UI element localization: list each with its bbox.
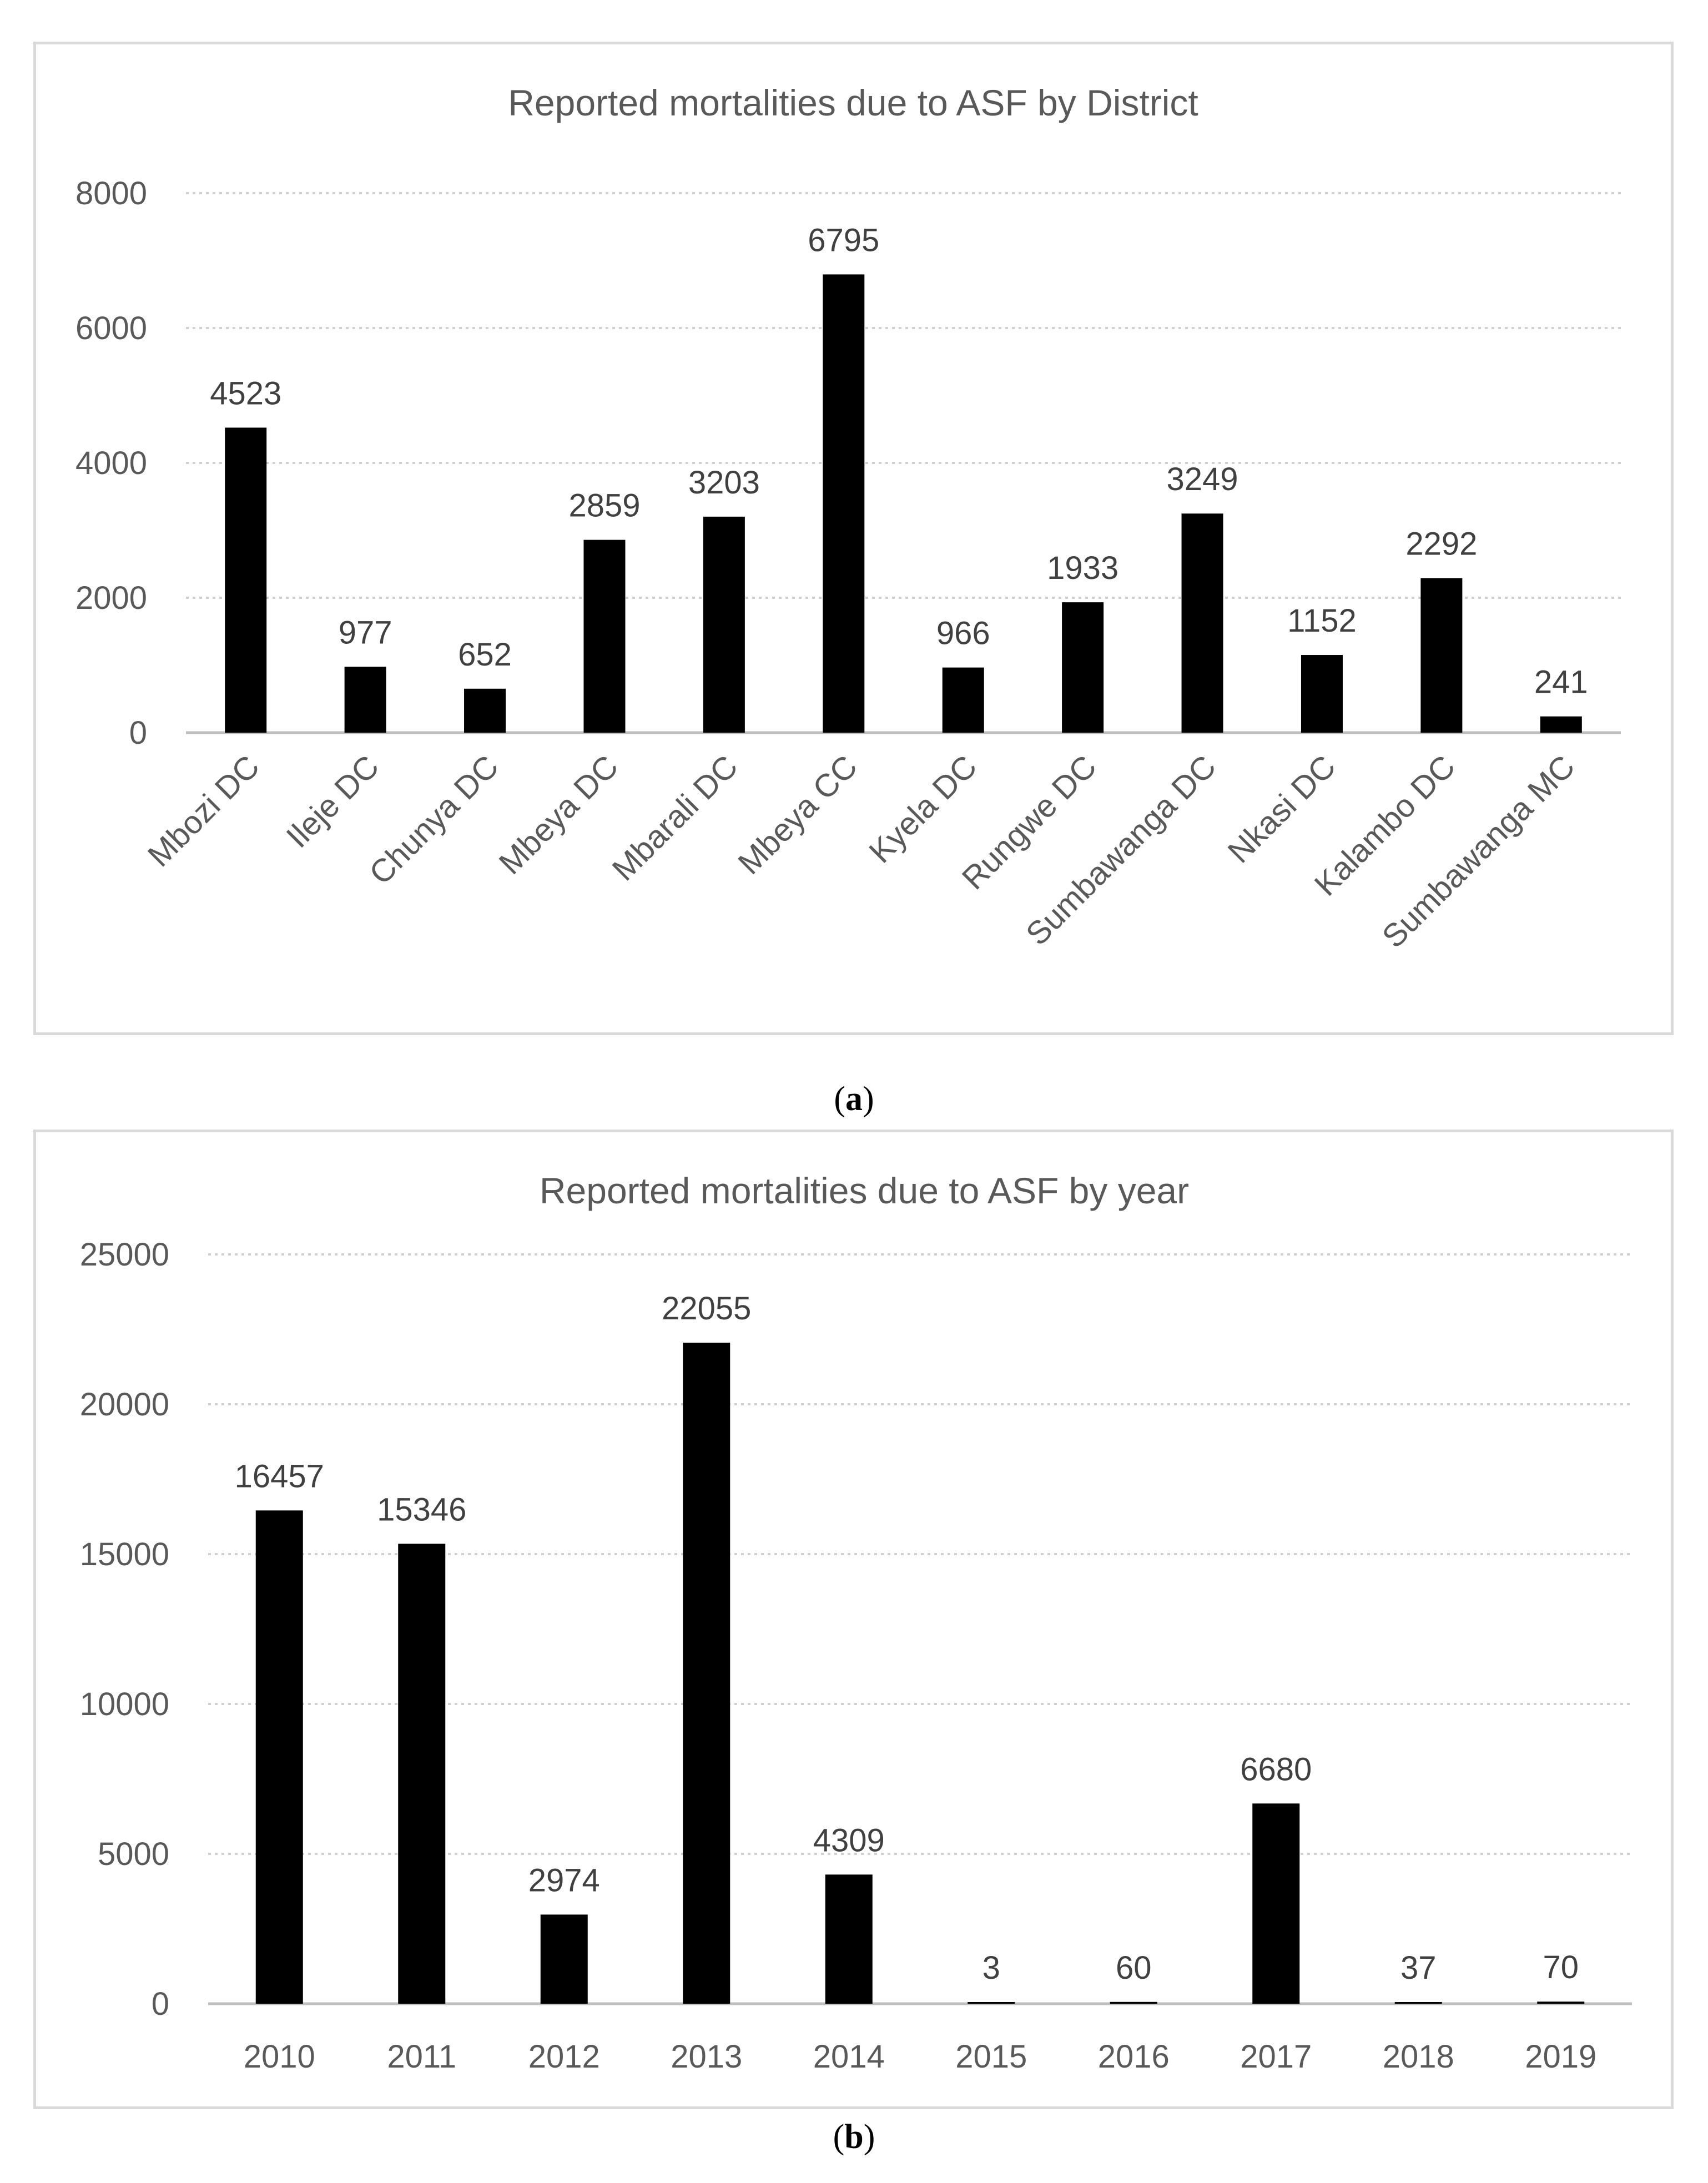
chart-b-data-label: 60 — [1116, 1950, 1152, 1986]
chart-b-bar — [1394, 2002, 1442, 2004]
chart-b-data-label: 4309 — [813, 1822, 885, 1858]
caption-a-open: ( — [834, 1080, 845, 1118]
chart-a-plot: Reported mortalities due to ASF by Distr… — [75, 82, 1621, 955]
chart-b-bar — [1537, 2001, 1585, 2004]
chart-b-category-label: 2011 — [387, 2039, 456, 2075]
chart-a-data-label: 241 — [1534, 664, 1588, 700]
chart-a-category-label: Mbeya DC — [492, 748, 625, 881]
chart-a-data-label: 977 — [339, 614, 392, 651]
chart-b-data-label: 3 — [983, 1950, 1000, 1986]
chart-a-ytick-label: 8000 — [75, 175, 147, 211]
chart-a-bar — [344, 667, 386, 733]
chart-a-bar — [1062, 602, 1104, 733]
chart-b-data-label: 2974 — [528, 1862, 600, 1898]
chart-a-ytick-label: 0 — [129, 715, 147, 751]
chart-a-data-label: 1933 — [1047, 550, 1118, 586]
chart-b-bar — [1252, 1803, 1300, 2004]
chart-a-category-label: Kyela DC — [862, 748, 984, 870]
caption-b-letter: b — [844, 2118, 864, 2156]
chart-b-data-label: 15346 — [377, 1491, 466, 1527]
chart-a-data-label: 652 — [458, 637, 512, 673]
chart-b-data-label: 37 — [1400, 1950, 1437, 1986]
chart-a-data-label: 2859 — [568, 488, 640, 524]
chart-a-ytick-label: 2000 — [75, 580, 147, 616]
chart-b-ytick-label: 20000 — [80, 1387, 169, 1423]
chart-a-bar — [583, 540, 626, 733]
chart-b-data-label: 16457 — [235, 1458, 324, 1494]
chart-a-data-label: 1152 — [1287, 603, 1357, 639]
chart-a-category-label: Mbeya CC — [731, 748, 864, 881]
chart-a-data-label: 3203 — [688, 465, 760, 501]
caption-b-close: ) — [863, 2118, 875, 2156]
chart-b-data-label: 22055 — [662, 1290, 751, 1327]
chart-b-category-label: 2018 — [1383, 2039, 1454, 2075]
chart-b-bar — [255, 1510, 303, 2004]
chart-a-data-label: 6795 — [808, 222, 879, 258]
chart-a-data-label: 2292 — [1405, 526, 1477, 562]
caption-a-letter: a — [845, 1080, 863, 1118]
chart-b-ytick-label: 10000 — [80, 1686, 169, 1722]
chart-b-category-label: 2014 — [813, 2039, 885, 2075]
chart-a-bar — [1540, 716, 1582, 733]
chart-a-category-label: Chunya DC — [362, 748, 506, 891]
chart-b-category-label: 2015 — [955, 2039, 1027, 2075]
chart-b-plot: Reported mortalities due to ASF by year … — [80, 1170, 1632, 2075]
chart-a-bar — [464, 688, 506, 733]
chart-b-frame: Reported mortalities due to ASF by year … — [33, 1130, 1674, 2109]
chart-a-data-label: 3249 — [1167, 461, 1238, 497]
chart-b-bar — [968, 2002, 1015, 2004]
chart-b-bar — [683, 1343, 730, 2004]
chart-a-bar — [942, 667, 984, 733]
chart-a-bar — [703, 516, 745, 733]
chart-a-bar — [1420, 578, 1463, 733]
caption-a: (a) — [0, 1080, 1708, 1119]
chart-b-ytick-label: 0 — [152, 1986, 169, 2022]
chart-b-ytick-label: 25000 — [80, 1237, 169, 1273]
chart-a-category-label: Nkasi DC — [1221, 748, 1343, 870]
chart-b-category-label: 2010 — [244, 2039, 315, 2075]
chart-b-bar — [540, 1914, 588, 2004]
chart-a-bar — [225, 427, 267, 733]
chart-a-data-label: 4523 — [210, 375, 281, 411]
chart-b-category-label: 2017 — [1240, 2039, 1312, 2075]
chart-b-ytick-label: 5000 — [98, 1836, 169, 1872]
chart-b-data-label: 70 — [1543, 1949, 1579, 1985]
caption-b: (b) — [0, 2118, 1708, 2157]
chart-a-category-label: Mbozi DC — [141, 748, 266, 874]
chart-a-ytick-label: 6000 — [75, 310, 147, 346]
chart-b-ytick-label: 15000 — [80, 1536, 169, 1572]
caption-b-open: ( — [833, 2118, 845, 2156]
chart-a-bar — [1181, 513, 1223, 733]
chart-a-bar — [1301, 655, 1343, 733]
chart-a-ytick-label: 4000 — [75, 445, 147, 481]
chart-b-category-label: 2013 — [671, 2039, 742, 2075]
chart-b-category-label: 2016 — [1098, 2039, 1170, 2075]
chart-a-bar — [823, 274, 865, 733]
chart-b-bar — [825, 1874, 873, 2004]
chart-b-category-label: 2019 — [1525, 2039, 1596, 2075]
chart-a-title: Reported mortalities due to ASF by Distr… — [508, 82, 1198, 123]
chart-b-bar — [1110, 2001, 1157, 2004]
caption-a-close: ) — [863, 1080, 874, 1118]
chart-a-frame: Reported mortalities due to ASF by Distr… — [33, 42, 1674, 1035]
chart-b-data-label: 6680 — [1240, 1751, 1312, 1787]
chart-a-category-label: Ileje DC — [279, 748, 386, 855]
chart-a-category-label: Mbarali DC — [606, 748, 745, 888]
chart-a-data-label: 966 — [936, 616, 990, 652]
chart-b-bar — [398, 1544, 446, 2004]
chart-b-title: Reported mortalities due to ASF by year — [540, 1170, 1189, 1211]
chart-b-category-label: 2012 — [528, 2039, 600, 2075]
